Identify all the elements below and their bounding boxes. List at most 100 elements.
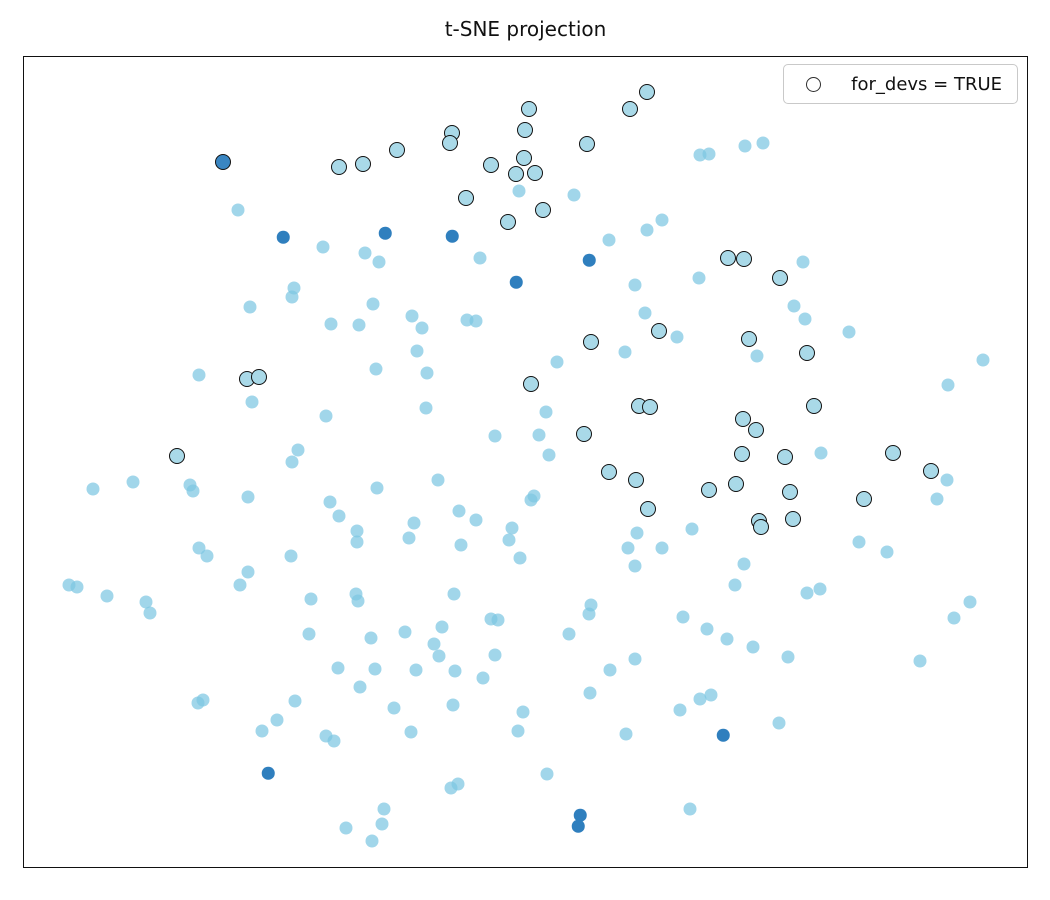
for-devs-true-point bbox=[517, 122, 533, 138]
background-light-point bbox=[737, 557, 751, 571]
background-light-point bbox=[407, 516, 421, 530]
background-light-point bbox=[738, 139, 752, 153]
for-devs-true-point bbox=[734, 446, 750, 462]
for-devs-true-point bbox=[785, 511, 801, 527]
background-light-point bbox=[331, 661, 345, 675]
background-dark-point bbox=[573, 808, 587, 822]
background-light-point bbox=[323, 495, 337, 509]
background-light-point bbox=[353, 680, 367, 694]
for-devs-true-point bbox=[500, 214, 516, 230]
background-light-point bbox=[676, 610, 690, 624]
for-devs-true-point bbox=[720, 250, 736, 266]
background-light-point bbox=[527, 489, 541, 503]
background-light-point bbox=[435, 620, 449, 634]
background-light-point bbox=[316, 240, 330, 254]
background-light-point bbox=[427, 637, 441, 651]
background-light-point bbox=[186, 484, 200, 498]
background-light-point bbox=[350, 535, 364, 549]
background-light-point bbox=[621, 541, 635, 555]
background-light-point bbox=[200, 549, 214, 563]
background-light-point bbox=[86, 482, 100, 496]
background-light-point bbox=[488, 429, 502, 443]
background-light-point bbox=[255, 724, 269, 738]
background-light-point bbox=[692, 271, 706, 285]
background-light-point bbox=[582, 607, 596, 621]
background-light-point bbox=[448, 664, 462, 678]
background-light-point bbox=[126, 475, 140, 489]
for-devs-true-point bbox=[640, 501, 656, 517]
background-light-point bbox=[947, 611, 961, 625]
for-devs-true-point bbox=[521, 101, 537, 117]
background-light-point bbox=[516, 705, 530, 719]
background-dark-point bbox=[509, 275, 523, 289]
background-light-point bbox=[540, 767, 554, 781]
for-devs-true-point bbox=[777, 449, 793, 465]
background-light-point bbox=[375, 817, 389, 831]
background-light-point bbox=[567, 188, 581, 202]
for-devs-true-point bbox=[508, 166, 524, 182]
background-light-point bbox=[139, 595, 153, 609]
background-light-point bbox=[143, 606, 157, 620]
background-light-point bbox=[370, 481, 384, 495]
background-light-point bbox=[332, 509, 346, 523]
background-light-point bbox=[446, 698, 460, 712]
background-dark-point bbox=[582, 253, 596, 267]
background-light-point bbox=[419, 401, 433, 415]
background-light-point bbox=[387, 701, 401, 715]
for-devs-true-point bbox=[736, 251, 752, 267]
background-light-point bbox=[366, 297, 380, 311]
background-light-point bbox=[285, 290, 299, 304]
background-light-point bbox=[398, 625, 412, 639]
background-light-point bbox=[352, 318, 366, 332]
background-light-point bbox=[796, 255, 810, 269]
background-light-point bbox=[852, 535, 866, 549]
background-light-point bbox=[655, 541, 669, 555]
for-devs-true-point bbox=[389, 142, 405, 158]
for-devs-true-point bbox=[523, 376, 539, 392]
background-light-point bbox=[284, 549, 298, 563]
background-light-point bbox=[532, 428, 546, 442]
for-devs-true-point bbox=[628, 472, 644, 488]
background-light-point bbox=[814, 446, 828, 460]
background-light-point bbox=[469, 314, 483, 328]
for-devs-true-point bbox=[579, 136, 595, 152]
for-devs-true-point bbox=[355, 156, 371, 172]
background-light-point bbox=[619, 727, 633, 741]
background-light-point bbox=[350, 524, 364, 538]
background-light-point bbox=[231, 203, 245, 217]
background-light-point bbox=[473, 251, 487, 265]
background-light-point bbox=[628, 652, 642, 666]
background-light-point bbox=[409, 663, 423, 677]
background-light-point bbox=[640, 223, 654, 237]
background-light-point bbox=[781, 650, 795, 664]
chart-title: t-SNE projection bbox=[444, 17, 607, 41]
background-light-point bbox=[476, 671, 490, 685]
for-devs-true-point bbox=[583, 334, 599, 350]
for-devs-true-point bbox=[169, 448, 185, 464]
background-dark-point bbox=[716, 728, 730, 742]
background-light-point bbox=[358, 246, 372, 260]
for-devs-true-point bbox=[601, 464, 617, 480]
background-light-point bbox=[372, 255, 386, 269]
for-devs-true-point bbox=[701, 482, 717, 498]
for-devs-true-point bbox=[741, 331, 757, 347]
for-devs-true-point bbox=[782, 484, 798, 500]
legend-label: for_devs = TRUE bbox=[851, 73, 1002, 95]
for-devs-true-point bbox=[735, 411, 751, 427]
background-light-point bbox=[319, 409, 333, 423]
for-devs-true-point bbox=[642, 399, 658, 415]
for-devs-true-point bbox=[576, 426, 592, 442]
background-light-point bbox=[700, 622, 714, 636]
background-light-point bbox=[913, 654, 927, 668]
for-devs-true-point bbox=[442, 135, 458, 151]
background-light-point bbox=[787, 299, 801, 313]
for-devs-true-point bbox=[516, 150, 532, 166]
background-light-point bbox=[491, 613, 505, 627]
background-light-point bbox=[365, 834, 379, 848]
background-light-point bbox=[772, 716, 786, 730]
background-light-point bbox=[368, 662, 382, 676]
background-light-point bbox=[377, 802, 391, 816]
background-light-point bbox=[469, 513, 483, 527]
background-light-point bbox=[512, 184, 526, 198]
